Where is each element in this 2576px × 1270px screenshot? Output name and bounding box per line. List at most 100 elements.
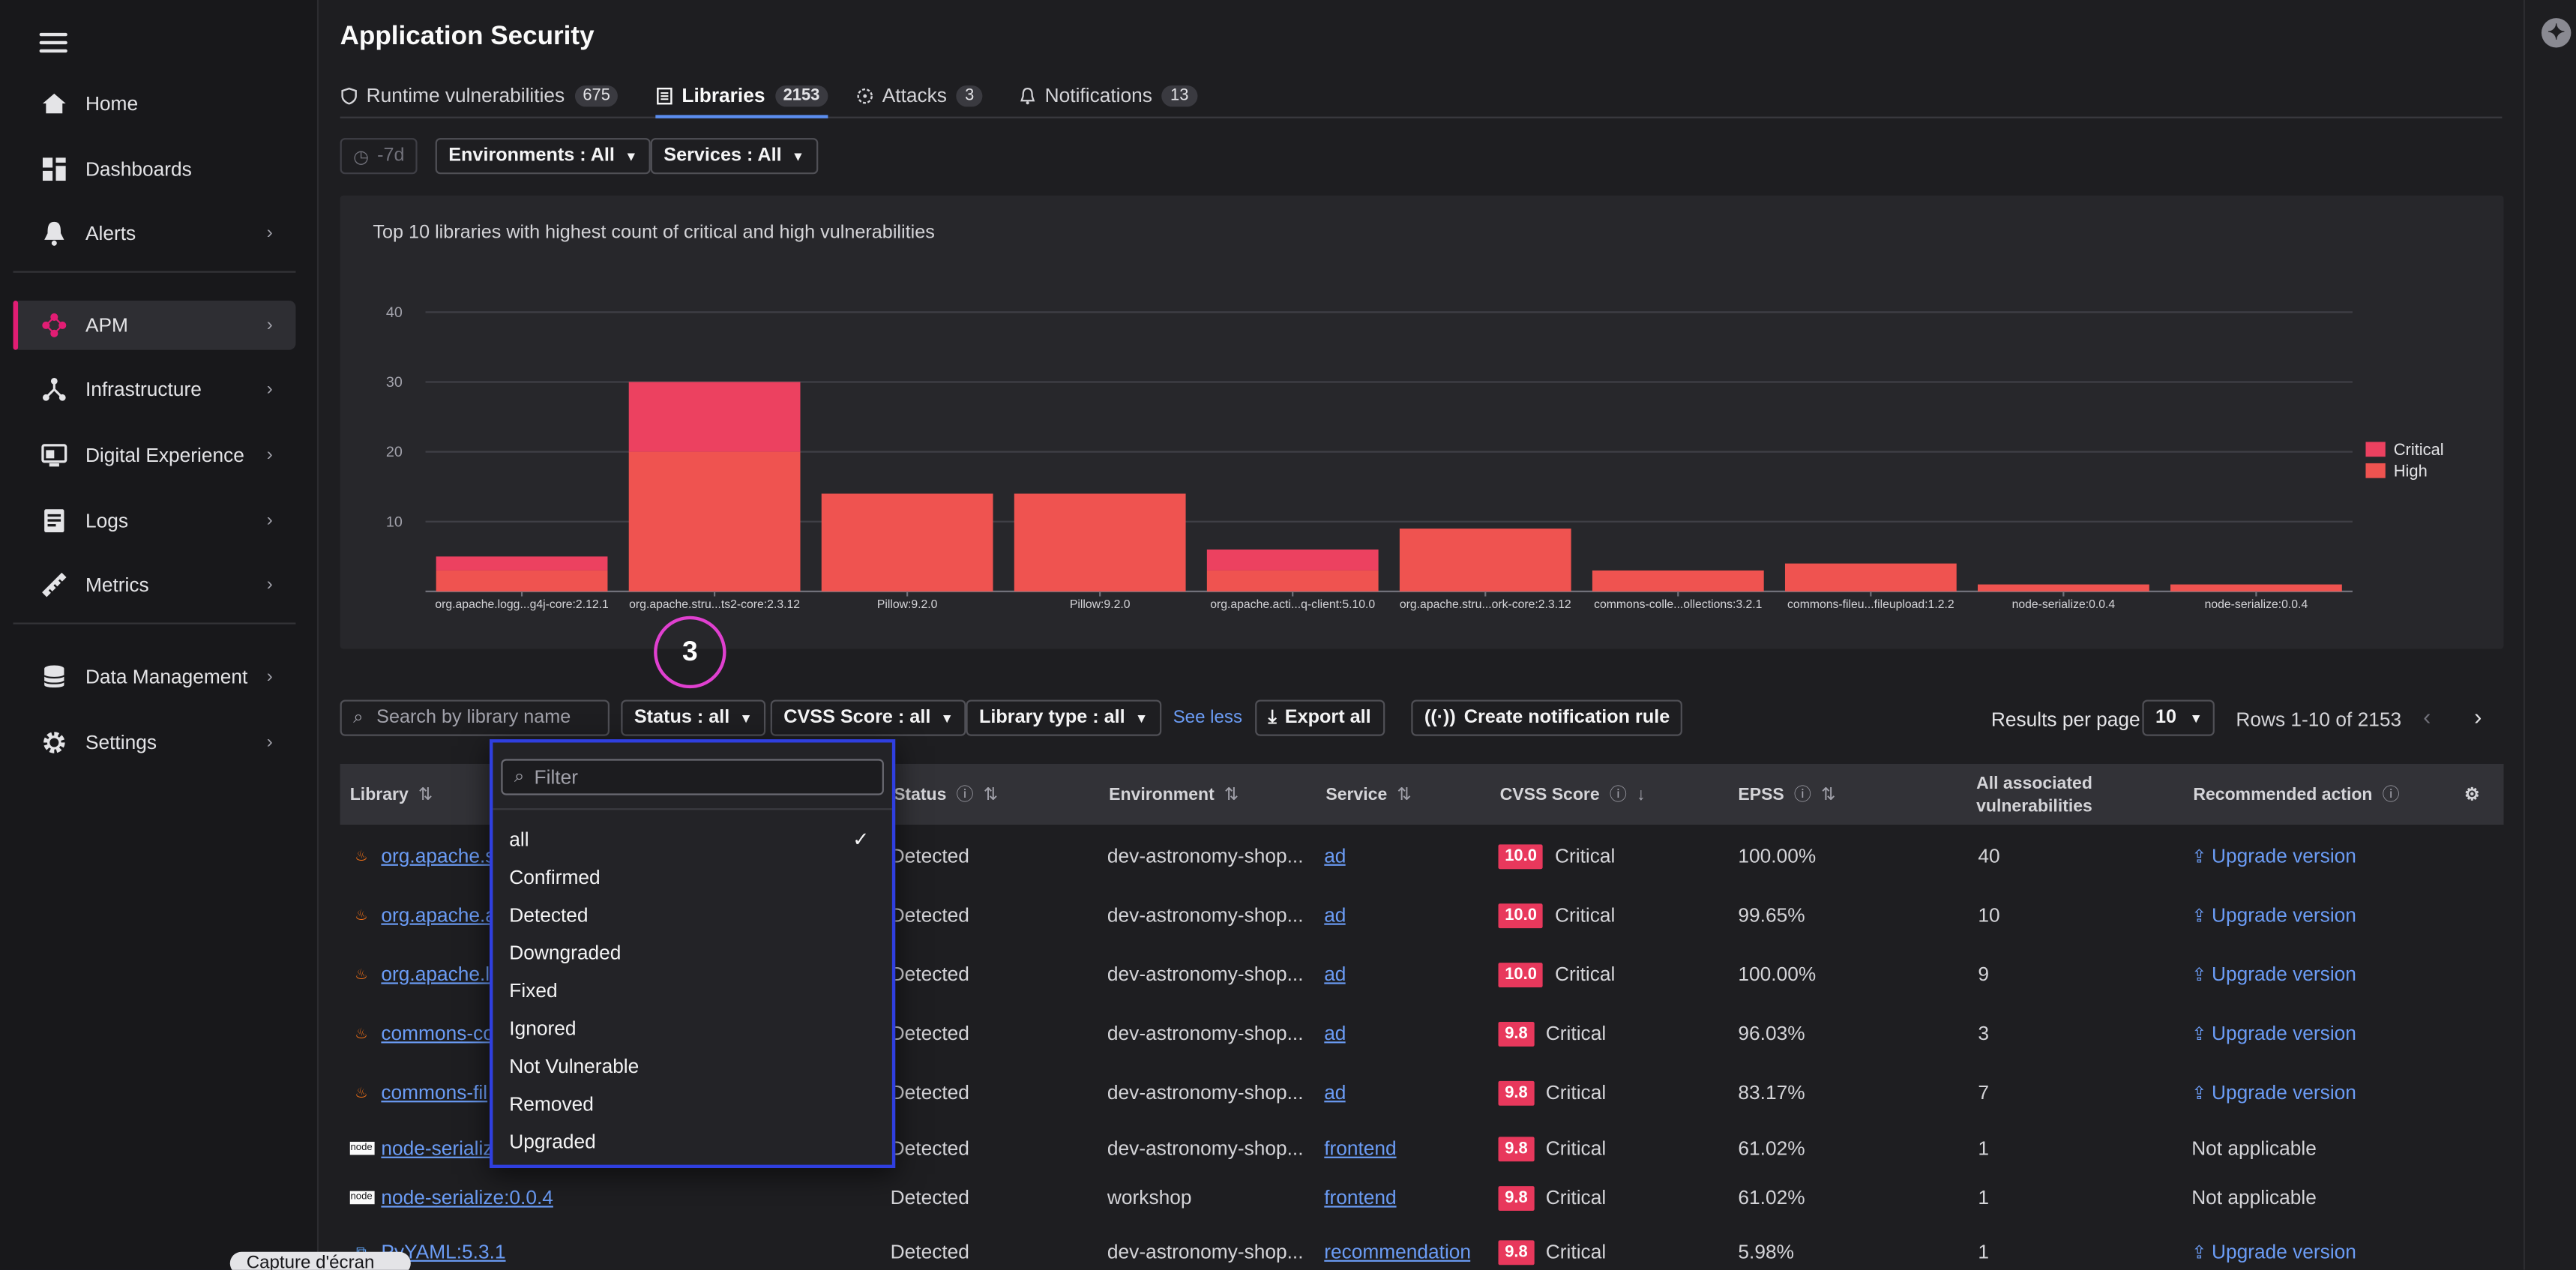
- service-link[interactable]: ad: [1324, 1021, 1346, 1045]
- column-header-library[interactable]: Library ⇅: [350, 764, 433, 825]
- library-link[interactable]: node-serializ: [381, 1137, 493, 1161]
- table-row[interactable]: ♨ org.apache.lo Detected dev-astronomy-shop…: [340, 946, 2504, 1002]
- create-notification-rule-button[interactable]: ((·)) Create notification rule: [1411, 699, 1683, 736]
- status-option-removed[interactable]: Removed: [509, 1086, 879, 1122]
- column-header-service[interactable]: Service ⇅: [1325, 764, 1411, 825]
- service-link[interactable]: frontend: [1324, 1137, 1397, 1161]
- recommended-action-cell[interactable]: ⇪ Upgrade version: [2191, 1005, 2356, 1062]
- library-link[interactable]: commons-fil: [381, 1080, 488, 1104]
- status-option-not-vulnerable[interactable]: Not Vulnerable: [509, 1048, 879, 1084]
- status-option-confirmed[interactable]: Confirmed: [509, 859, 879, 895]
- sidebar-item-alerts[interactable]: Alerts ›: [13, 208, 296, 258]
- recommended-action-cell[interactable]: ⇪ Upgrade version: [2191, 1224, 2356, 1270]
- bar-high[interactable]: [1399, 529, 1571, 592]
- recommended-action-cell[interactable]: ⇪ Upgrade version: [2191, 1065, 2356, 1121]
- sort-descending-icon[interactable]: ↓: [1636, 784, 1646, 804]
- tab-notifications[interactable]: Notifications 13: [1019, 76, 1197, 115]
- service-link[interactable]: recommendation: [1324, 1240, 1472, 1264]
- see-less-link[interactable]: See less: [1173, 708, 1243, 728]
- bar-high[interactable]: [628, 451, 801, 592]
- library-link[interactable]: org.apache.a: [381, 903, 496, 927]
- table-row[interactable]: ♨ org.apache.s Detected dev-astronomy-shop.…: [340, 828, 2504, 884]
- sort-icon[interactable]: ⇅: [418, 784, 433, 804]
- status-option-all[interactable]: all ✓: [509, 822, 879, 858]
- library-link[interactable]: org.apache.lo: [381, 963, 501, 986]
- tab-attacks[interactable]: Attacks 3: [856, 76, 983, 115]
- status-filter-input[interactable]: [531, 763, 867, 791]
- library-search-field[interactable]: ⌕: [340, 699, 610, 736]
- column-header-cvss-score[interactable]: CVSS Score ⓘ ↓: [1500, 764, 1646, 825]
- library-search-input[interactable]: [373, 706, 594, 729]
- sort-icon[interactable]: ⇅: [983, 784, 999, 804]
- sort-icon[interactable]: ⇅: [1224, 784, 1239, 804]
- table-row[interactable]: node node-serialize:0.0.4 Detected workshop…: [340, 1170, 2504, 1226]
- status-option-upgraded[interactable]: Upgraded: [509, 1124, 879, 1160]
- sidebar-item-infrastructure[interactable]: Infrastructure ›: [13, 364, 296, 414]
- upgrade-version-link[interactable]: Upgrade version: [2211, 903, 2356, 927]
- export-all-button[interactable]: ⤓ Export all: [1255, 699, 1385, 736]
- sidebar-item-home[interactable]: Home: [13, 79, 296, 128]
- status-option-fixed[interactable]: Fixed: [509, 972, 879, 1008]
- status-filter-search[interactable]: ⌕: [501, 759, 884, 795]
- table-row[interactable]: ⧉ PyYAML:5.3.1 Detected dev-astronomy-shop.…: [340, 1224, 2504, 1270]
- bar-high[interactable]: [436, 570, 608, 592]
- library-link[interactable]: node-serialize:0.0.4: [381, 1186, 553, 1209]
- bar-critical[interactable]: [436, 556, 608, 571]
- sidebar-item-digital-experience[interactable]: Digital Experience ›: [13, 430, 296, 480]
- column-settings-icon[interactable]: ⚙: [2464, 784, 2480, 804]
- menu-icon[interactable]: [39, 29, 67, 57]
- table-row[interactable]: node node-serializ Detected dev-astronomy-s…: [340, 1120, 2504, 1176]
- upgrade-version-link[interactable]: Upgrade version: [2211, 1240, 2356, 1264]
- bar-high[interactable]: [1784, 563, 1957, 592]
- upgrade-version-link[interactable]: Upgrade version: [2211, 844, 2356, 868]
- status-option-ignored[interactable]: Ignored: [509, 1011, 879, 1047]
- library-link[interactable]: commons-co: [381, 1021, 494, 1045]
- sort-icon[interactable]: ⇅: [1397, 784, 1412, 804]
- service-link[interactable]: ad: [1324, 963, 1346, 986]
- cvss-filter[interactable]: CVSS Score : all ▼: [770, 699, 967, 736]
- bar-high[interactable]: [1977, 584, 2149, 592]
- bar-high[interactable]: [1592, 570, 1764, 592]
- bar-high[interactable]: [2170, 584, 2342, 592]
- service-link[interactable]: ad: [1324, 844, 1346, 868]
- status-option-detected[interactable]: Detected: [509, 897, 879, 933]
- assistant-icon[interactable]: ✦: [2541, 18, 2572, 48]
- bar-high[interactable]: [1206, 570, 1379, 592]
- environments-filter[interactable]: Environments : All ▼: [435, 138, 651, 175]
- time-range-button[interactable]: ◷ -7d: [340, 138, 418, 175]
- sidebar-item-data-management[interactable]: Data Management ›: [13, 652, 296, 702]
- library-type-filter[interactable]: Library type : all ▼: [966, 699, 1161, 736]
- sidebar-item-apm[interactable]: APM ›: [13, 301, 296, 350]
- column-header-epss[interactable]: EPSS ⓘ ⇅: [1738, 764, 1835, 825]
- column-header-status[interactable]: Status ⓘ ⇅: [894, 764, 998, 825]
- tab-libraries[interactable]: Libraries 2153: [655, 76, 828, 118]
- sidebar-item-dashboards[interactable]: Dashboards: [13, 145, 296, 194]
- column-header-recommended-action[interactable]: Recommended action ⓘ: [2193, 764, 2399, 825]
- upgrade-version-link[interactable]: Upgrade version: [2211, 1080, 2356, 1104]
- services-filter[interactable]: Services : All ▼: [650, 138, 818, 175]
- recommended-action-cell[interactable]: ⇪ Upgrade version: [2191, 946, 2356, 1002]
- column-header-environment[interactable]: Environment ⇅: [1109, 764, 1239, 825]
- service-link[interactable]: frontend: [1324, 1186, 1397, 1209]
- sidebar-item-settings[interactable]: Settings ›: [13, 718, 296, 768]
- recommended-action-cell[interactable]: ⇪ Upgrade version: [2191, 828, 2356, 884]
- library-link[interactable]: org.apache.s: [381, 844, 496, 868]
- table-row[interactable]: ♨ commons-co Detected dev-astronomy-shop...…: [340, 1005, 2504, 1062]
- upgrade-version-link[interactable]: Upgrade version: [2211, 1021, 2356, 1045]
- results-per-page-select[interactable]: 10 ▼: [2142, 699, 2215, 736]
- upgrade-version-link[interactable]: Upgrade version: [2211, 963, 2356, 986]
- recommended-action-cell[interactable]: ⇪ Upgrade version: [2191, 887, 2356, 943]
- next-page-icon[interactable]: ›: [2474, 702, 2482, 729]
- bar-high[interactable]: [1014, 493, 1186, 592]
- sort-icon[interactable]: ⇅: [1821, 784, 1836, 804]
- tab-runtime-vulnerabilities[interactable]: Runtime vulnerabilities 675: [340, 76, 619, 115]
- service-link[interactable]: ad: [1324, 903, 1346, 927]
- table-row[interactable]: ♨ org.apache.a Detected dev-astronomy-shop.…: [340, 887, 2504, 943]
- sidebar-item-logs[interactable]: Logs ›: [13, 496, 296, 546]
- column-header-all-associated-vulnerabilities[interactable]: All associated vulnerabilities: [1976, 764, 2132, 825]
- status-filter[interactable]: Status : all ▼: [621, 699, 766, 736]
- bar-critical[interactable]: [1206, 549, 1379, 571]
- status-option-downgraded[interactable]: Downgraded: [509, 935, 879, 971]
- table-row[interactable]: ♨ commons-fil Detected dev-astronomy-shop..…: [340, 1065, 2504, 1121]
- prev-page-icon[interactable]: ‹: [2423, 702, 2431, 729]
